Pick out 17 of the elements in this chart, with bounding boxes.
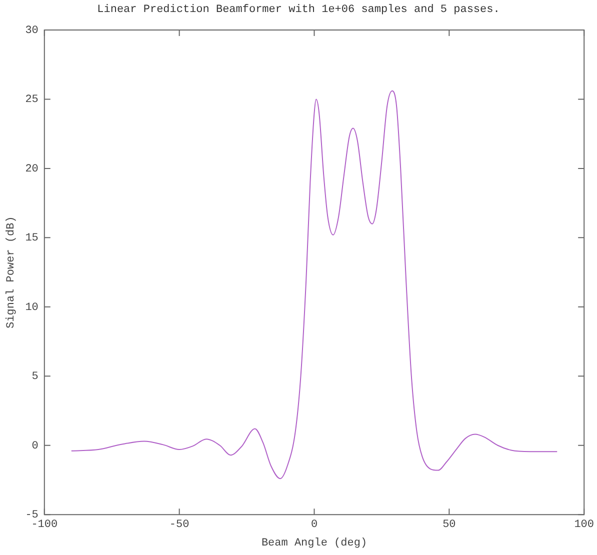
y-tick-label: 20 [25, 163, 38, 176]
y-tick-label: 25 [25, 94, 38, 106]
x-tick-label: -50 [169, 519, 190, 532]
y-tick-label: -5 [25, 510, 38, 522]
y-tick-label: 30 [25, 24, 38, 37]
y-tick-label: 5 [32, 371, 38, 384]
chart-title: Linear Prediction Beamformer with 1e+06 samples and 5 passes. [96, 4, 501, 16]
y-tick-label: 10 [25, 302, 38, 314]
x-axis-title: Beam Angle (deg) [261, 537, 368, 550]
y-tick-label: 0 [32, 440, 38, 452]
y-axis-title: Signal Power (dB) [6, 216, 18, 328]
x-tick-label: 100 [574, 519, 594, 532]
x-tick-label: -100 [31, 519, 58, 532]
line-series [70, 90, 558, 480]
y-tick-label: 15 [25, 232, 38, 245]
x-tick-label: 50 [442, 519, 456, 532]
x-tick-label: 0 [310, 519, 318, 532]
